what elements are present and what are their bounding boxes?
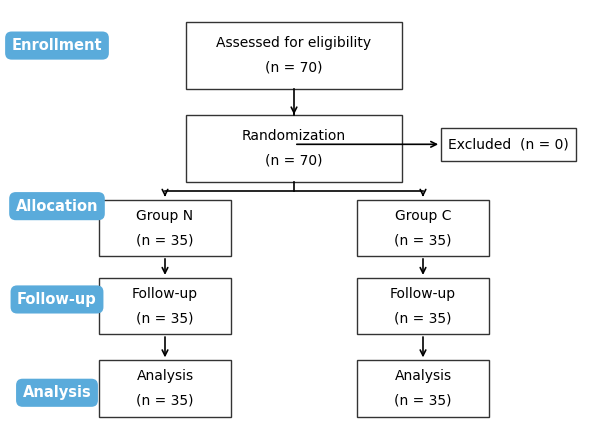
Text: Follow-up: Follow-up (17, 292, 97, 307)
Text: (n = 35): (n = 35) (394, 233, 452, 247)
Text: Assessed for eligibility: Assessed for eligibility (217, 36, 371, 50)
Text: Enrollment: Enrollment (11, 38, 103, 53)
Text: Randomization: Randomization (242, 129, 346, 144)
FancyBboxPatch shape (357, 200, 489, 256)
Text: Allocation: Allocation (16, 199, 98, 214)
FancyBboxPatch shape (357, 360, 489, 417)
FancyBboxPatch shape (357, 278, 489, 334)
FancyBboxPatch shape (186, 115, 402, 182)
Text: (n = 70): (n = 70) (265, 60, 323, 75)
Text: Group N: Group N (136, 209, 194, 223)
Text: Analysis: Analysis (136, 369, 194, 383)
Text: Analysis: Analysis (394, 369, 452, 383)
FancyBboxPatch shape (99, 278, 231, 334)
Text: Analysis: Analysis (23, 385, 91, 400)
FancyBboxPatch shape (99, 200, 231, 256)
Text: (n = 35): (n = 35) (136, 233, 194, 247)
FancyBboxPatch shape (441, 128, 576, 161)
Text: Group C: Group C (395, 209, 451, 223)
Text: (n = 70): (n = 70) (265, 154, 323, 168)
Text: (n = 35): (n = 35) (394, 311, 452, 325)
FancyBboxPatch shape (186, 22, 402, 89)
Text: Follow-up: Follow-up (132, 287, 198, 301)
FancyBboxPatch shape (99, 360, 231, 417)
Text: (n = 35): (n = 35) (394, 394, 452, 408)
Text: Excluded  (n = 0): Excluded (n = 0) (448, 137, 569, 151)
Text: Follow-up: Follow-up (390, 287, 456, 301)
Text: (n = 35): (n = 35) (136, 311, 194, 325)
Text: (n = 35): (n = 35) (136, 394, 194, 408)
